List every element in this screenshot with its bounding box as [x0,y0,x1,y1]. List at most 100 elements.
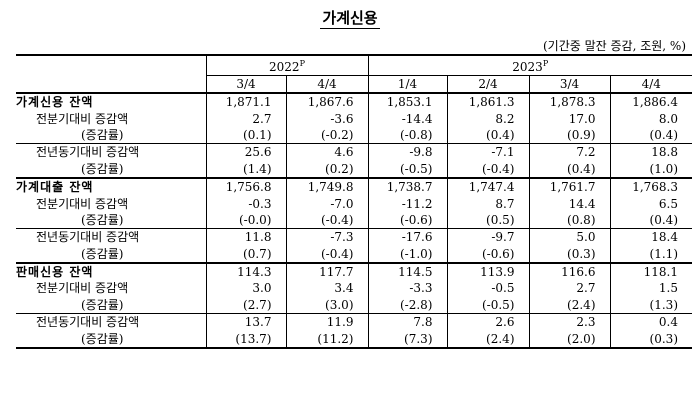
table-cell: (-0.5) [446,296,529,314]
table-cell: (0.5) [446,211,529,229]
header-quarter-row: 3/4 4/4 1/4 2/4 3/4 4/4 [16,75,692,93]
table-cell: 13.7 [205,313,286,331]
table-cell: 0.4 [609,313,692,331]
table-cell: 116.6 [528,261,610,281]
table-cell: 8.0 [609,110,692,127]
year-2022-header: 2022P [205,54,368,76]
table-cell: (-0.8) [367,126,447,144]
row-label: (증감률) [81,246,124,261]
table-cell: 1,867.6 [285,91,368,111]
table-cell: (0.1) [205,126,286,144]
row-label: (증감률) [81,161,124,176]
row-label: 전년동기대비 증감액 [16,228,206,246]
table-cell: 11.8 [205,228,286,246]
household-credit-table: 2022P 2023P 3/4 4/4 1/4 2/4 3/4 4/4 가계신용… [16,54,692,349]
table-cell: (-2.8) [367,296,447,314]
table-cell: (0.4) [609,126,692,144]
quarter-header: 4/4 [285,75,368,93]
table-cell: 1,761.7 [528,176,610,196]
header-year-row: 2022P 2023P [16,54,692,76]
table-cell: 11.9 [285,313,368,331]
table-cell: -17.6 [367,228,447,246]
table-cell: (13.7) [205,330,286,349]
table-cell: (-0.5) [367,160,447,178]
table-cell: (2.0) [528,330,610,349]
table-cell: 114.5 [367,261,447,281]
table-row: 전년동기대비 증감액 13.7 11.9 7.8 2.6 2.3 0.4 [16,313,692,331]
row-label: (증감률) [81,212,124,227]
table-cell: -7.1 [446,143,529,161]
table-cell: (-0.4) [446,160,529,178]
table-cell: -11.2 [367,195,447,212]
table-cell: 1,756.8 [205,176,286,196]
table-row: 전년동기대비 증감액 25.6 4.6 -9.8 -7.1 7.2 18.8 [16,143,692,161]
table-cell: 5.0 [528,228,610,246]
table-cell: (0.7) [205,245,286,263]
table-cell: 118.1 [609,261,692,281]
table-cell: (0.9) [528,126,610,144]
table-cell: 18.8 [609,143,692,161]
table-cell: (-0.4) [285,211,368,229]
table-cell: -3.3 [367,280,447,297]
table-row: (증감률) (0.7) (-0.4) (-1.0) (-0.6) (0.3) (1.1) [16,245,692,263]
table-cell: -3.6 [285,110,368,127]
table-cell: (0.4) [446,126,529,144]
row-label: 전분기대비 증감액 [36,281,129,296]
table-cell: (0.4) [609,211,692,229]
table-row: (증감률) (-0.0) (-0.4) (-0.6) (0.5) (0.8) (0.4) [16,211,692,229]
table-cell: (0.3) [528,245,610,263]
table-cell: -7.0 [285,195,368,212]
year-2023-header: 2023P [367,54,692,76]
table-cell: 1,747.4 [446,176,529,196]
table-cell: 1,853.1 [367,91,447,111]
table-cell: 6.5 [609,195,692,212]
table-cell: -14.4 [367,110,447,127]
table-cell: (0.8) [528,211,610,229]
table-cell: (-0.6) [367,211,447,229]
table-row: 전분기대비 증감액 2.7 -3.6 -14.4 8.2 17.0 8.0 [16,110,692,127]
table-row: 가계대출 잔액 1,756.8 1,749.8 1,738.7 1,747.4 1,761… [16,176,692,196]
table-cell: 1,861.3 [446,91,529,111]
table-cell: 4.6 [285,143,368,161]
table-cell: 113.9 [446,261,529,281]
table-cell: (11.2) [285,330,368,349]
row-label: 전년동기대비 증감액 [16,143,206,161]
table-cell: 3.4 [285,280,368,297]
quarter-header: 4/4 [609,75,692,93]
row-label: 가계신용 잔액 [16,91,206,111]
table-cell: -7.3 [285,228,368,246]
table-cell: (-0.4) [285,245,368,263]
table-cell: -9.7 [446,228,529,246]
row-label: (증감률) [16,330,206,349]
table-cell: (0.4) [528,160,610,178]
table-cell: 2.7 [528,280,610,297]
table-cell: (7.3) [367,330,447,349]
table-cell: (1.3) [609,296,692,314]
table-cell: (1.0) [609,160,692,178]
table-cell: (2.4) [528,296,610,314]
table-cell: -0.3 [205,195,286,212]
unit-note: (기간중 말잔 증감, 조원, %) [542,39,686,53]
table-cell: (3.0) [285,296,368,314]
table-cell: (-1.0) [367,245,447,263]
table-cell: 25.6 [205,143,286,161]
table-cell: (-0.6) [446,245,529,263]
row-label: 전분기대비 증감액 [36,111,129,126]
table-cell: 8.2 [446,110,529,127]
table-cell: 117.7 [285,261,368,281]
table-cell: 1,768.3 [609,176,692,196]
table-cell: 2.6 [446,313,529,331]
table-row: 전분기대비 증감액 -0.3 -7.0 -11.2 8.7 14.4 6.5 [16,195,692,212]
table-cell: -9.8 [367,143,447,161]
row-label: 전년동기대비 증감액 [16,313,206,331]
table-cell: 1,878.3 [528,91,610,111]
quarter-header: 3/4 [205,75,286,93]
table-row: 전분기대비 증감액 3.0 3.4 -3.3 -0.5 2.7 1.5 [16,280,692,297]
table-row: (증감률) (13.7) (11.2) (7.3) (2.4) (2.0) (0.3) [16,330,692,349]
table-cell: -0.5 [446,280,529,297]
table-cell: 18.4 [609,228,692,246]
row-label: 판매신용 잔액 [16,261,206,281]
row-label: (증감률) [81,297,124,312]
table-cell: 7.8 [367,313,447,331]
table-cell: (-0.0) [205,211,286,229]
